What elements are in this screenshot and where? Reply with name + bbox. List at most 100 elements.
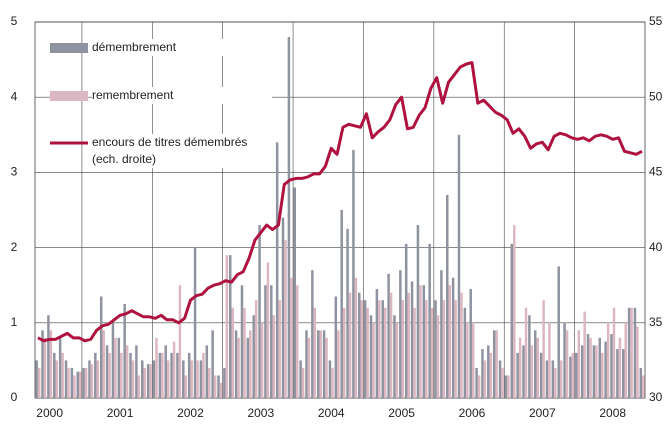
- bar: [352, 149, 355, 398]
- plot-frame: [34, 21, 646, 399]
- bar: [372, 322, 375, 398]
- bar: [551, 360, 555, 398]
- bar: [466, 322, 469, 398]
- bar: [557, 266, 560, 398]
- y2-tick-label: 45: [649, 165, 663, 179]
- legend-swatch: [50, 91, 88, 101]
- bar: [293, 187, 297, 398]
- bar: [240, 285, 244, 398]
- bar: [451, 277, 455, 398]
- bar: [407, 292, 410, 398]
- bar: [316, 330, 320, 398]
- bar: [416, 225, 420, 398]
- bar: [442, 300, 446, 398]
- bar: [108, 352, 111, 398]
- bar: [621, 349, 625, 398]
- bar: [580, 345, 584, 398]
- bar: [141, 360, 144, 398]
- bar: [290, 277, 293, 398]
- y2-tick-label: 30: [649, 390, 663, 404]
- bar: [99, 296, 103, 398]
- bar: [313, 307, 317, 398]
- bar: [604, 341, 607, 398]
- x-tick-label: 2008: [599, 406, 626, 420]
- bar: [595, 345, 598, 398]
- bar: [319, 330, 322, 398]
- y2-tick-label: 40: [649, 240, 663, 254]
- y-tick-label: 4: [11, 89, 18, 103]
- bar: [219, 382, 223, 398]
- x-tick-label: 2002: [177, 406, 204, 420]
- bar: [84, 367, 88, 398]
- bar: [67, 367, 70, 398]
- bar: [281, 217, 285, 398]
- bar: [425, 300, 428, 398]
- x-tick-label: 2005: [388, 406, 415, 420]
- bar: [146, 364, 150, 398]
- bar: [569, 356, 572, 398]
- bar: [161, 352, 164, 398]
- bar: [182, 360, 185, 398]
- bar: [469, 288, 472, 398]
- bar: [49, 330, 53, 398]
- bar: [633, 307, 637, 398]
- bar: [571, 352, 575, 398]
- bar: [149, 364, 152, 398]
- bar: [548, 322, 551, 398]
- bar: [155, 337, 158, 398]
- bar: [176, 352, 179, 398]
- bar: [331, 367, 334, 398]
- bar: [516, 352, 519, 398]
- bar: [64, 360, 68, 398]
- bar: [471, 322, 475, 398]
- bar: [143, 367, 147, 398]
- bar: [96, 360, 100, 398]
- bar: [575, 352, 578, 398]
- y2-tick-label: 55: [649, 14, 663, 28]
- bar: [172, 341, 176, 398]
- line-series: [37, 61, 643, 343]
- bar: [545, 360, 549, 398]
- x-tick-label: 2003: [247, 406, 274, 420]
- bar: [395, 322, 399, 398]
- bar: [342, 307, 346, 398]
- bar: [618, 337, 622, 398]
- bar: [586, 334, 590, 398]
- bar: [475, 367, 478, 398]
- bar: [249, 330, 252, 398]
- bar: [348, 292, 352, 398]
- bar: [559, 360, 563, 398]
- bar: [254, 300, 258, 398]
- bar: [533, 330, 537, 398]
- bar: [252, 315, 255, 398]
- bar: [82, 367, 85, 398]
- bar: [296, 285, 299, 398]
- bar: [158, 352, 162, 398]
- bar: [419, 285, 422, 398]
- bar: [105, 345, 109, 398]
- bar: [301, 367, 305, 398]
- bar: [610, 334, 613, 398]
- y-tick-label: 2: [11, 240, 18, 254]
- bar: [399, 270, 402, 398]
- bar: [428, 243, 431, 398]
- bar: [434, 300, 437, 398]
- bar: [612, 307, 616, 398]
- bar: [404, 243, 408, 398]
- bar: [275, 142, 279, 398]
- bar: [184, 375, 188, 398]
- legend-swatch: [50, 43, 88, 53]
- y-tick-label: 5: [11, 14, 18, 28]
- bar: [278, 300, 281, 398]
- bar: [307, 337, 311, 398]
- bar: [393, 315, 396, 398]
- bar: [410, 281, 414, 398]
- bar: [616, 349, 619, 398]
- bar: [311, 270, 314, 398]
- bar: [205, 345, 209, 398]
- bar: [196, 360, 199, 398]
- bar: [389, 292, 393, 398]
- bar: [481, 349, 484, 398]
- bar: [430, 307, 434, 398]
- bar: [446, 194, 449, 398]
